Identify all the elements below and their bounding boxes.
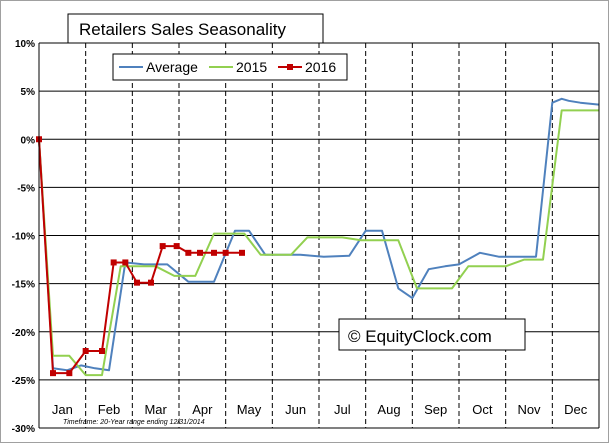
- x-month-label: Jul: [334, 402, 351, 417]
- series-2016-point: [110, 259, 117, 266]
- y-tick-label: 10%: [15, 39, 35, 50]
- series-2016-point: [197, 249, 203, 256]
- series-2015-line: [38, 109, 599, 377]
- x-month-label: Jan: [52, 402, 73, 417]
- legend-label-2016: 2016: [305, 59, 336, 75]
- series-2016-point: [134, 279, 140, 286]
- series-2016-line: [38, 139, 242, 375]
- series-2016-point: [159, 243, 166, 250]
- title-box: [67, 13, 324, 44]
- series-2016-point: [211, 249, 217, 256]
- series-2016-point: [66, 370, 73, 377]
- chart-title: Retailers Sales Seasonality: [79, 20, 286, 39]
- x-month-label: Sep: [424, 402, 447, 417]
- grid: [39, 42, 599, 429]
- footnote: Timeframe: 20-Year range ending 12/31/20…: [63, 419, 205, 426]
- x-month-label: Feb: [98, 402, 120, 417]
- y-tick-label: 0%: [21, 135, 36, 146]
- x-axis-month-labels: Jan Feb Mar Apr May Jun Jul Aug Sep Oct Nov Dec: [52, 402, 588, 417]
- watermark-box: [338, 318, 526, 351]
- series-lines: [36, 97, 600, 377]
- x-month-label: Jun: [285, 402, 306, 417]
- x-month-label: Nov: [517, 402, 541, 417]
- series-2016-point: [148, 279, 154, 286]
- series-average-line: [38, 97, 600, 372]
- x-month-label: May: [237, 402, 262, 417]
- legend: Average 2015 2016: [119, 59, 336, 75]
- y-tick-label: -30%: [12, 424, 35, 435]
- series-2016-point: [50, 370, 56, 377]
- series-2016-point: [82, 348, 89, 354]
- series-2016-point: [185, 249, 192, 256]
- y-tick-label: 5%: [21, 87, 36, 98]
- x-month-label: Oct: [472, 402, 493, 417]
- legend-label-2015: 2015: [236, 59, 267, 75]
- x-month-label: Mar: [144, 402, 167, 417]
- series-2016-point: [173, 243, 180, 250]
- watermark-text: © EquityClock.com: [348, 327, 492, 346]
- series-2016-point: [239, 249, 245, 256]
- y-tick-label: -15%: [12, 280, 35, 291]
- x-month-label: Dec: [564, 402, 588, 417]
- y-tick-label: -10%: [12, 232, 35, 243]
- y-axis-ticks: 10% 5% 0% -5% -10% -15% -20% -25% -30%: [12, 39, 35, 435]
- axes: [38, 43, 600, 428]
- series-2016-point: [99, 348, 105, 354]
- series-2016-point: [122, 259, 129, 266]
- y-tick-label: -25%: [12, 376, 35, 387]
- legend-label-average: Average: [146, 59, 198, 75]
- series-2016-point: [222, 249, 229, 256]
- x-month-label: Apr: [192, 402, 213, 417]
- x-month-label: Aug: [377, 402, 400, 417]
- legend-marker-2016: [287, 64, 293, 70]
- y-tick-label: -5%: [17, 183, 35, 194]
- y-tick-label: -20%: [12, 328, 35, 339]
